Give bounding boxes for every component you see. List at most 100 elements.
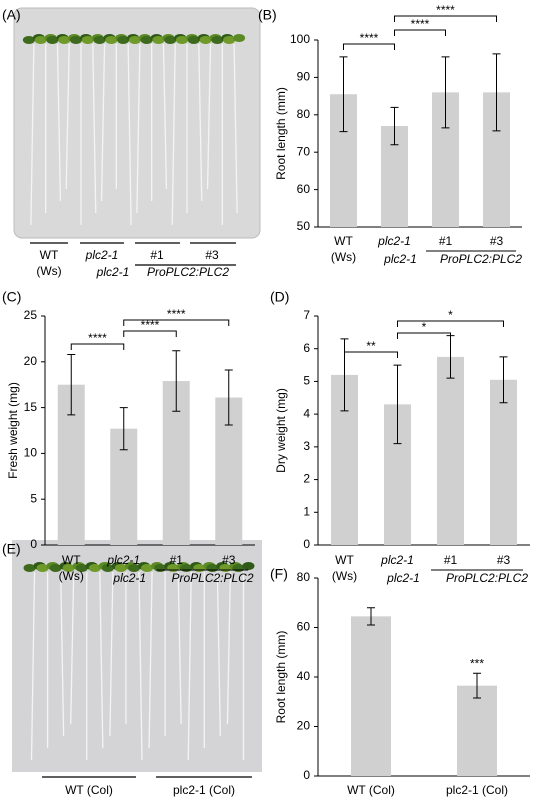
significance-bracket [70, 343, 125, 350]
significance-label: * [448, 308, 453, 322]
leaf [93, 36, 106, 44]
root [177, 571, 182, 725]
bar [437, 356, 464, 545]
bar [457, 685, 497, 776]
y-axis-label: Root length (mm) [274, 87, 288, 180]
significance-label: **** [88, 331, 107, 345]
photo-label: plc2-1 [96, 265, 130, 279]
group-label: ProPLC2:PLC2 [171, 571, 253, 585]
leaf [164, 36, 177, 44]
root [70, 571, 75, 725]
panel-label: (F) [270, 566, 288, 582]
leaf [128, 36, 141, 44]
x-tick-label: plc2-1 [106, 553, 140, 567]
root [100, 43, 106, 202]
group-label: ProPLC2:PLC2 [440, 252, 522, 266]
leaf [199, 36, 212, 44]
error-bar [393, 364, 402, 445]
y-tick-label: 4 [303, 406, 310, 420]
leaf [105, 36, 118, 44]
leaf [75, 564, 88, 572]
error-bar [390, 106, 399, 146]
y-tick-label: 0 [303, 537, 310, 551]
leaf [128, 564, 140, 572]
x-tick-label: WT [62, 553, 81, 567]
y-tick-label: 100 [290, 32, 310, 46]
leaf [46, 36, 59, 44]
y-tick-label: 80 [297, 107, 311, 121]
y-tick-label: 20 [297, 719, 311, 733]
significance-label: **** [411, 17, 430, 31]
bar [490, 379, 517, 545]
significance-bracket [397, 332, 451, 339]
panel-label: (E) [2, 541, 21, 557]
leaf [70, 36, 82, 44]
x-tick-label: WT (Col) [347, 783, 395, 797]
error-bar [224, 369, 233, 426]
leaf [117, 36, 130, 44]
photo-label: ProPLC2:PLC2 [147, 265, 229, 279]
error-bar [172, 350, 181, 412]
y-tick-label: 6 [303, 341, 310, 355]
group-label: plc2-1 [383, 252, 417, 266]
root [136, 43, 141, 214]
error-bar [67, 353, 76, 416]
significance-label: **** [167, 307, 186, 321]
leaf [140, 36, 153, 44]
panel-label: (D) [270, 289, 289, 305]
root [56, 43, 62, 202]
error-bar [473, 672, 481, 699]
significance-label: *** [470, 656, 484, 670]
y-tick-label: 7 [303, 308, 310, 322]
y-tick-label: 80 [297, 570, 311, 584]
y-tick-label: 0 [303, 768, 310, 782]
x-tick-label: plc2-1 (Col) [446, 783, 508, 797]
significance-label: ** [366, 339, 376, 353]
error-bar [119, 407, 128, 451]
photo-a [13, 7, 261, 239]
leaf [81, 36, 94, 44]
leaf [176, 36, 188, 44]
significance-bracket [344, 351, 398, 358]
leaf [223, 36, 236, 44]
significance-bracket [123, 330, 177, 337]
photo-label: #3 [205, 248, 219, 262]
y-tick-label: 15 [24, 400, 38, 414]
leaf [36, 564, 49, 572]
root [30, 571, 36, 761]
x-tick-label: #1 [439, 234, 453, 248]
y-tick-label: 5 [303, 374, 310, 388]
x-tick-label: WT [334, 234, 353, 248]
root [138, 571, 143, 761]
y-tick-label: 20 [24, 354, 38, 368]
significance-label: **** [141, 318, 160, 332]
leaf [34, 36, 47, 44]
y-tick-label: 90 [297, 70, 311, 84]
y-tick-label: 60 [297, 182, 311, 196]
root [30, 43, 35, 226]
root [216, 571, 222, 737]
x-tick-note: (Ws) [331, 250, 356, 264]
significance-label: **** [436, 3, 455, 17]
significance-label: * [422, 320, 427, 334]
x-tick-note: (Ws) [59, 569, 84, 583]
y-tick-label: 0 [30, 537, 37, 551]
error-bar [441, 56, 450, 129]
x-tick-label: #3 [490, 234, 504, 248]
significance-label: **** [360, 31, 379, 45]
root [127, 43, 132, 226]
significance-bracket [123, 319, 230, 326]
leaf [141, 564, 154, 572]
leaf [49, 564, 62, 572]
root [162, 43, 168, 190]
panel-label: (B) [258, 7, 277, 23]
x-tick-label: #1 [444, 553, 458, 567]
leaf [22, 36, 35, 44]
leaf [58, 36, 71, 44]
root [171, 43, 176, 226]
significance-bracket [394, 29, 446, 36]
error-bar [339, 56, 348, 133]
y-tick-label: 60 [297, 620, 311, 634]
